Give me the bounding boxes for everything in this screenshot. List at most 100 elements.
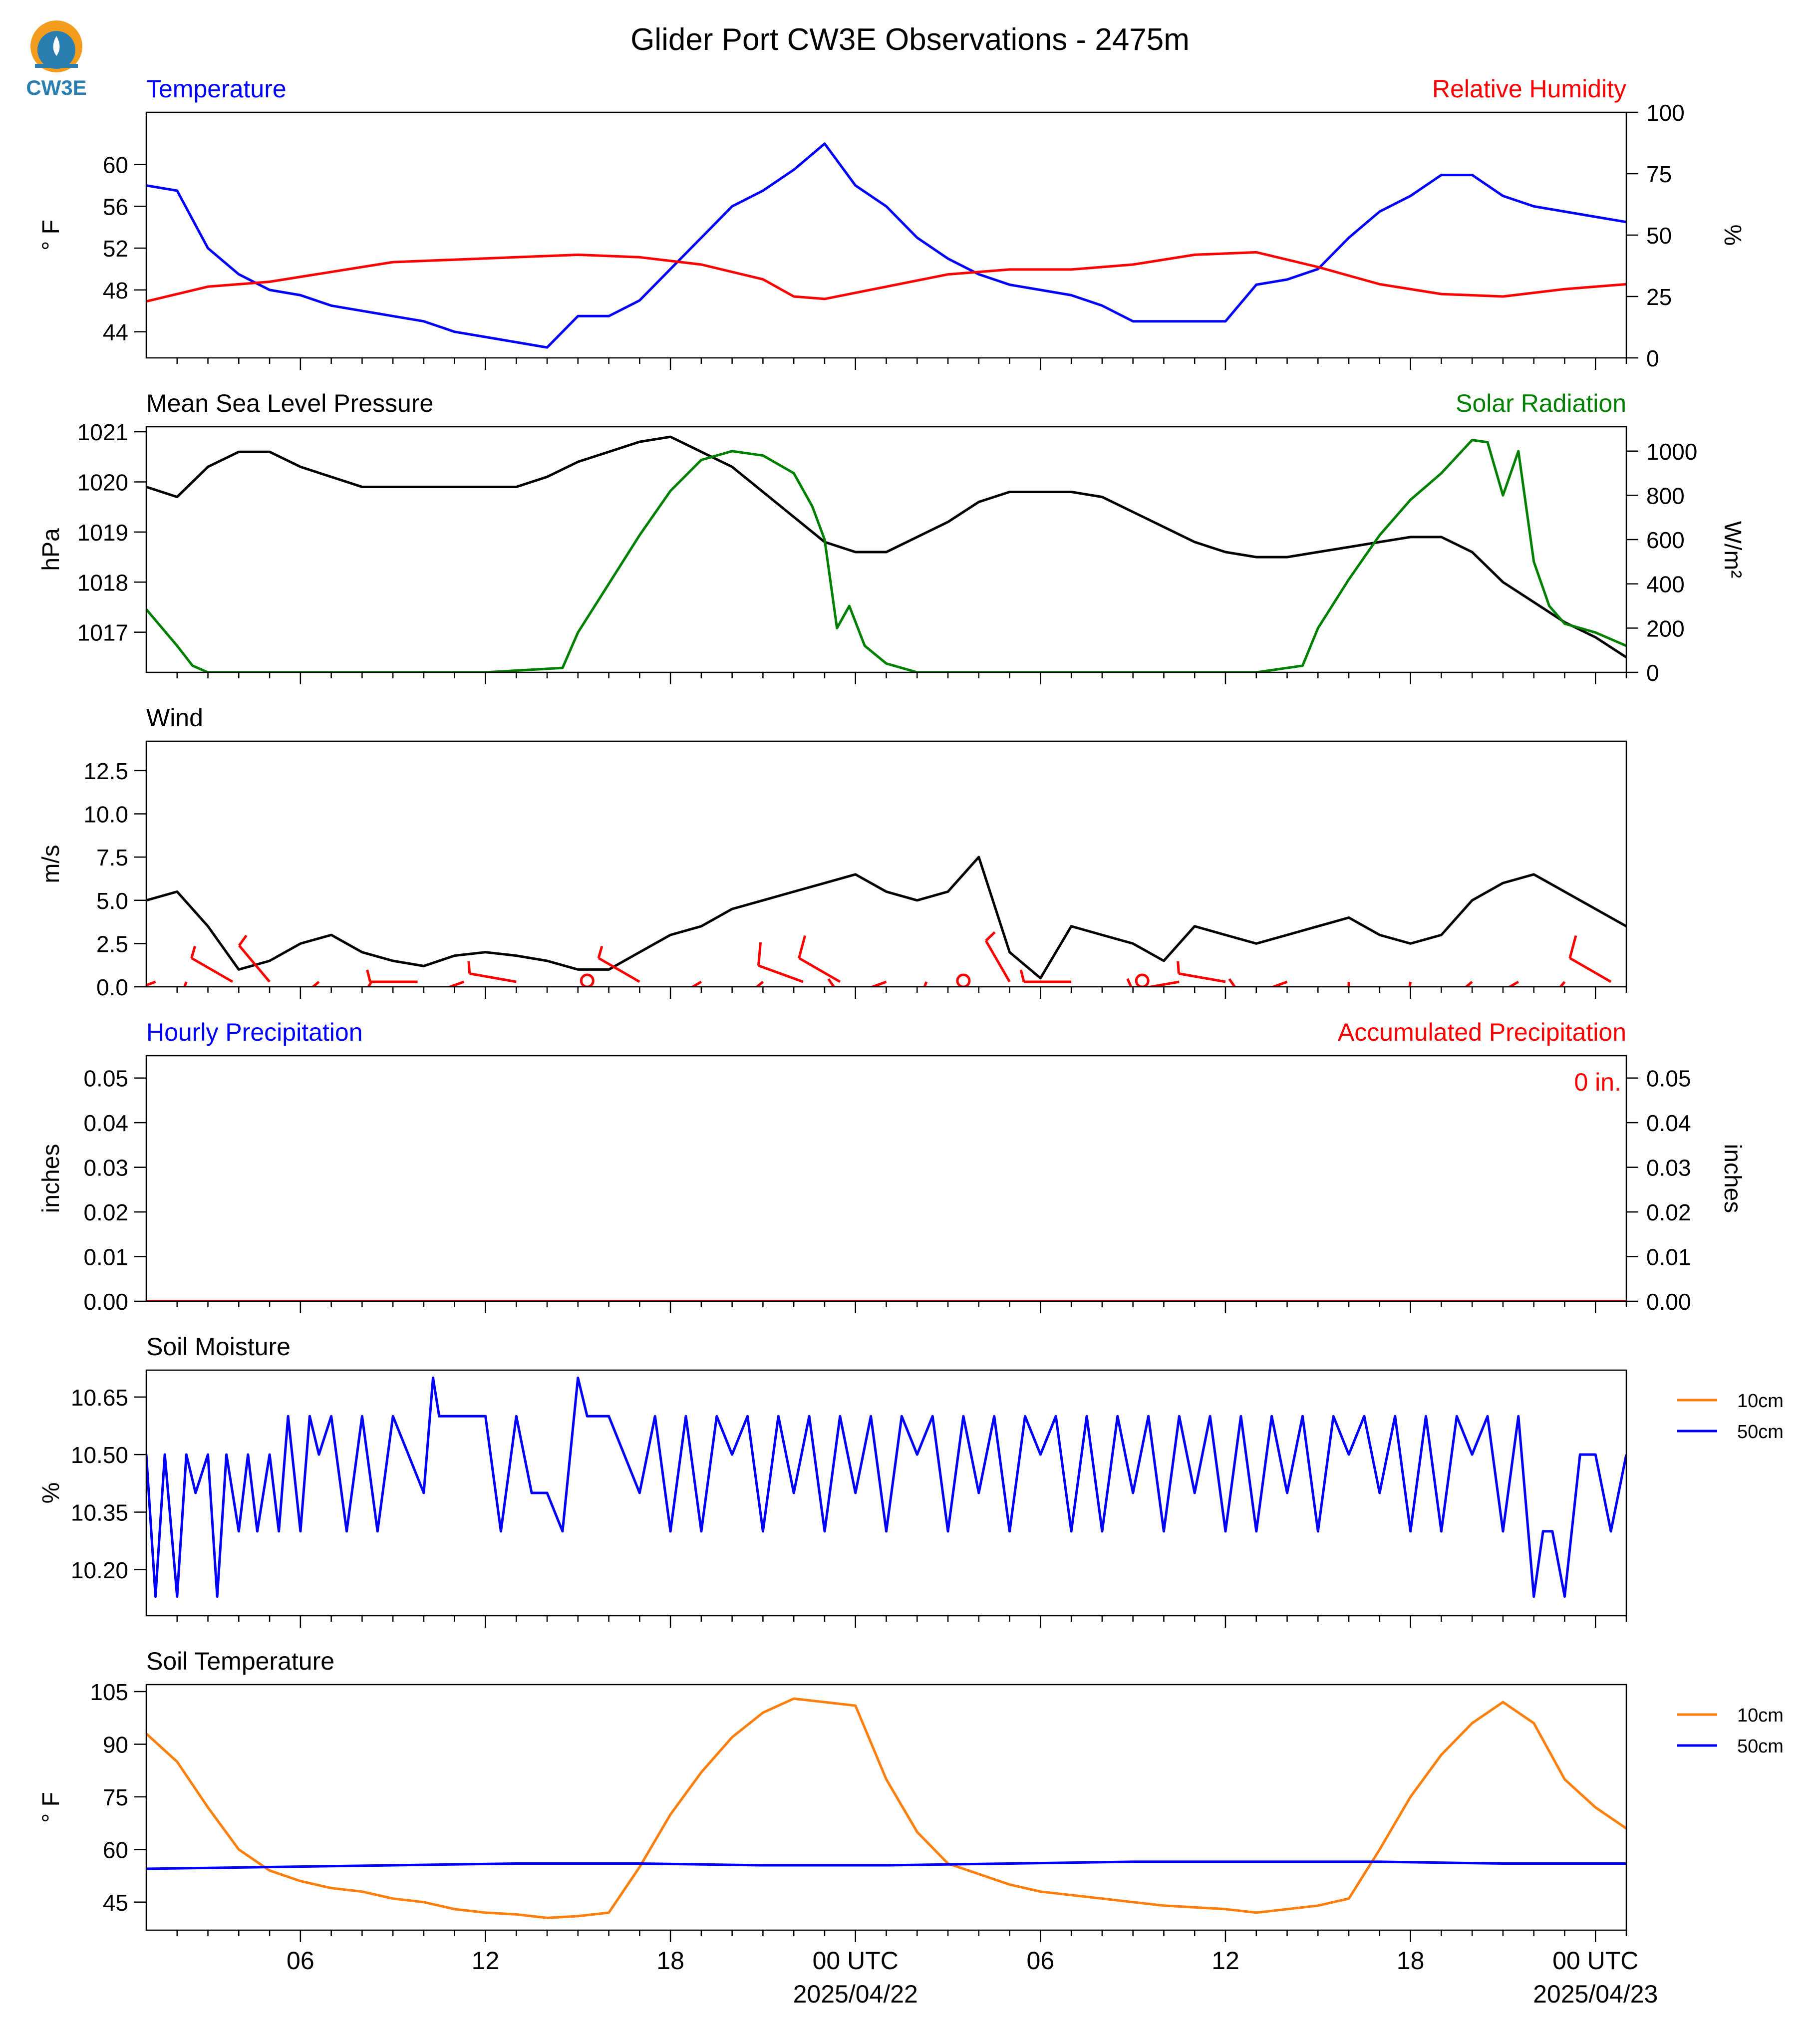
y-tick-label-right: 400 [1646,572,1685,597]
x-tick-label: 06 [287,1947,314,1975]
wind-barb [827,978,887,987]
series-line-left-0 [146,856,1626,980]
wind-barb [984,931,1011,983]
wind-barb [798,935,841,983]
wind-barb-half-flag [161,1017,173,1018]
wind-barb [597,946,640,983]
x-tick-label: 00 UTC [813,1947,899,1975]
x-tick-label: 00 UTC [1552,1947,1638,1975]
wind-barb-staff [598,957,640,983]
wind-barb-half-flag [190,946,196,959]
wind-barb-half-flag [273,1005,283,1013]
wind-barb [757,942,804,983]
y-tick-label-left: 7.5 [96,845,128,870]
panel-title-left: Wind [146,704,203,732]
wind-barb [887,981,928,1026]
wind-barb-half-flag [1477,992,1485,1001]
series-line-right-1 [146,251,1626,303]
y-tick-label-right: 0.04 [1646,1110,1691,1136]
wind-barb [580,973,595,987]
wind-barb-half-flag [1529,1006,1540,1011]
legend-label: 50cm [1737,1736,1784,1757]
x-tick-label: 12 [472,1947,500,1975]
y-tick-label-right: 600 [1646,527,1685,553]
y-axis-label-left: m/s [38,845,64,883]
y-tick-label-left: 0.02 [83,1199,128,1225]
wind-barb [190,946,234,983]
panel-wind: Wind 0.0 2.5 5.0 7.5 10.0 12.5 m/s [38,704,1627,1026]
y-tick-label-left: 2.5 [96,931,128,957]
series-group [146,1697,1626,1919]
plot-frame [145,111,1627,359]
wind-barb-flag [1228,978,1236,987]
y-tick-label-left: 56 [103,194,128,220]
legend: 10cm 50cm [1677,1391,1784,1443]
y-tick-label-left: 52 [103,236,128,262]
y-axis-label-right: W/m² [1719,521,1746,579]
cw3e-logo: CW3E [26,20,87,99]
panel-soil-moisture: Soil Moisture 10.20 10.35 10.50 10.65% 10cm 50… [38,1333,1784,1628]
wind-barb-staff [758,964,804,983]
wind-barb [1177,961,1226,983]
x-tick-label: 18 [1397,1947,1425,1975]
wind-barb-flag [1568,935,1577,959]
wind-barb [367,981,373,987]
wind-barb-staff [923,981,928,987]
wind-barb-staff [1269,980,1288,987]
x-date-label: 2025/04/22 [793,1980,918,2008]
wind-barb-flag [1513,1008,1534,1018]
wind-barb-flag [827,978,836,987]
wind-barb-staff [798,957,841,983]
x-date-label: 2025/04/23 [1533,1980,1658,2008]
wind-barb-staff [1144,980,1180,987]
y-axis-label-left: % [38,1482,64,1504]
wind-barb [1568,935,1612,983]
y-tick-label-left: 0.00 [83,1289,128,1315]
wind-barb-flag [798,935,807,959]
wind-barb-staff [1569,957,1612,983]
plot-frame [145,426,1627,673]
y-tick-label-left: 0.04 [83,1110,128,1136]
y-tick-label-right: 1000 [1646,439,1697,465]
legend-label: 50cm [1737,1422,1784,1443]
wind-barb [1019,969,1072,983]
y-axis-label-left: hPa [38,528,64,571]
legend-label: 10cm [1737,1705,1784,1726]
wind-barb [366,969,418,983]
series-line-10cm [146,1697,1626,1919]
wind-barb-staff [238,944,271,983]
wind-barb [1228,978,1288,987]
y-tick-label-left: 1020 [77,469,128,495]
panel-title-right: Accumulated Precipitation [1338,1018,1626,1046]
wind-barb-staff [984,940,1011,983]
y-tick-label-right: 0.05 [1646,1066,1691,1092]
y-tick-label-left: 0.03 [83,1155,128,1181]
wind-barb-flag [887,1024,910,1026]
wind-barb-half-flag [985,931,996,942]
y-tick-label-left: 0.01 [83,1244,128,1270]
logo-text: CW3E [26,76,86,99]
y-tick-label-right: 0 [1646,345,1659,371]
x-tick-label: 12 [1212,1947,1239,1975]
panel-title-left: Temperature [146,75,287,103]
wind-barb-staff [869,980,887,987]
y-axis-label-left: ° F [38,220,64,251]
panels: Temperature Relative Humidity 44 48 52 56 60 ° … [38,75,1784,2008]
wind-barb-flag [708,999,727,1012]
series-group [146,856,1626,1026]
x-tick-label: 06 [1027,1947,1055,1975]
y-tick-label-left: 10.35 [71,1499,128,1525]
wind-barb-staff [469,972,517,983]
wind-barb-staff [146,980,156,987]
wind-barb-staff [367,981,373,987]
series-group [146,142,1626,349]
series-line-50cm [146,1860,1626,1870]
series-line-left-0 [146,142,1626,349]
y-tick-label-left: 44 [103,319,128,345]
wind-barb-flag [644,989,660,1006]
panel-title-left: Soil Moisture [146,1333,291,1361]
wind-barb-half-flag [1177,961,1180,974]
series-line-right-1 [146,439,1626,672]
y-tick-label-left: 10.0 [83,802,128,828]
